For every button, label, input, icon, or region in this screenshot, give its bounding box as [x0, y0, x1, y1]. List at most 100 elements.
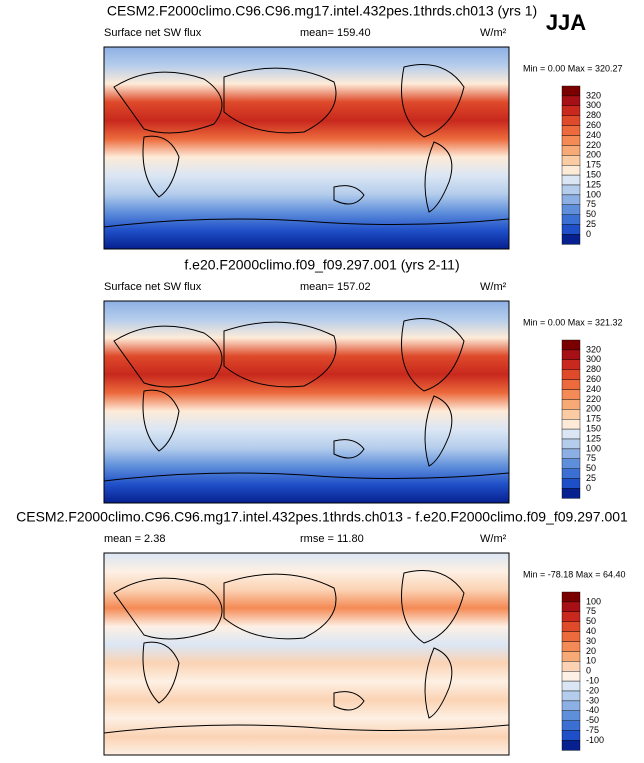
colorbar-label: 30 — [586, 636, 596, 646]
coastline — [333, 439, 365, 459]
colorbar-box — [561, 468, 581, 479]
colorbar-box — [561, 164, 581, 176]
colorbar-label: 0 — [586, 229, 591, 239]
coastline — [223, 573, 337, 640]
colorbar-label: 260 — [586, 374, 601, 384]
colorbar-box — [561, 680, 581, 692]
colorbar-box — [561, 488, 581, 499]
colorbar-box — [561, 339, 581, 351]
colorbar-box — [561, 631, 581, 642]
panel-label: rmse = 11.80 — [300, 533, 364, 545]
colorbar-label: 40 — [586, 626, 596, 636]
colorbar-box — [561, 105, 581, 116]
colorbar-box — [561, 85, 581, 97]
colorbar-label: 100 — [586, 189, 601, 199]
coastline — [142, 641, 180, 704]
colorbar-box — [561, 438, 581, 450]
colorbar-label: 150 — [586, 423, 601, 433]
colorbar-label: 125 — [586, 179, 601, 189]
colorbar-box — [561, 478, 581, 489]
min-max: Min = 0.00 Max = 320.27 — [523, 63, 623, 73]
coastline — [424, 395, 453, 467]
colorbar-label: -20 — [586, 685, 599, 695]
colorbar-label: 220 — [586, 140, 601, 150]
colorbar-box — [561, 591, 581, 603]
panel-label: mean= 157.02 — [300, 281, 371, 293]
map-frame — [103, 46, 510, 250]
colorbar-box — [561, 204, 581, 215]
colorbar-label: 300 — [586, 100, 601, 110]
colorbar-box — [561, 399, 581, 410]
colorbar-box — [561, 671, 581, 682]
coastline — [424, 141, 453, 213]
colorbar-label: 125 — [586, 433, 601, 443]
colorbar-box — [561, 651, 581, 662]
colorbar-box — [561, 224, 581, 235]
colorbar-label: 240 — [586, 130, 601, 140]
colorbar-box — [561, 458, 581, 469]
colorbar-box — [561, 611, 581, 622]
colorbar-label: -30 — [586, 695, 599, 705]
colorbar-label: 100 — [586, 443, 601, 453]
colorbar-box — [561, 448, 581, 459]
colorbar-box — [561, 349, 581, 360]
colorbar-label: -40 — [586, 705, 599, 715]
colorbar-label: 150 — [586, 169, 601, 179]
colorbar-box — [561, 720, 581, 731]
colorbar-label: -50 — [586, 715, 599, 725]
panel-label: Surface net SW flux — [104, 27, 202, 39]
colorbar-box — [561, 389, 581, 400]
colorbar-label: -100 — [586, 735, 604, 745]
colorbar-label: 25 — [586, 219, 596, 229]
min-max: Min = -78.18 Max = 64.40 — [523, 569, 626, 579]
colorbar-box — [561, 419, 581, 430]
min-max: Min = 0.00 Max = 321.32 — [523, 317, 623, 327]
colorbar-box — [561, 234, 581, 245]
colorbar-label: 10 — [586, 656, 596, 666]
colorbar-box — [561, 379, 581, 390]
colorbar-box — [561, 174, 581, 186]
colorbar-label: 75 — [586, 453, 596, 463]
units: W/m² — [480, 281, 507, 293]
colorbar-label: 280 — [586, 110, 601, 120]
units: W/m² — [480, 27, 507, 39]
colorbar-label: 0 — [586, 483, 591, 493]
colorbar-label: 50 — [586, 616, 596, 626]
colorbar-box — [561, 409, 581, 420]
colorbar-label: 100 — [586, 596, 601, 606]
colorbar-box — [561, 641, 581, 652]
coastline — [113, 325, 223, 388]
colorbar-label: 240 — [586, 384, 601, 394]
coastline — [113, 577, 223, 640]
colorbar-label: 75 — [586, 606, 596, 616]
colorbar-box — [561, 700, 581, 712]
coastline — [103, 472, 510, 482]
colorbar-box — [561, 145, 581, 156]
map-field — [104, 301, 509, 503]
coastline — [401, 570, 465, 644]
colorbar-label: 320 — [586, 344, 601, 354]
colorbar-box — [561, 730, 581, 741]
colorbar-box — [561, 115, 581, 126]
panel-label: mean = 2.38 — [104, 533, 165, 545]
coastline — [401, 318, 465, 392]
colorbar-box — [561, 184, 581, 196]
colorbar-label: 0 — [586, 666, 591, 676]
colorbar-label: 75 — [586, 199, 596, 209]
colorbar-box — [561, 690, 581, 702]
colorbar-box — [561, 214, 581, 225]
colorbar-label: 175 — [586, 414, 601, 424]
colorbar-label: 50 — [586, 463, 596, 473]
panel-title: CESM2.F2000climo.C96.C96.mg17.intel.432p… — [107, 3, 537, 19]
coastline — [103, 724, 510, 734]
colorbar-label: -75 — [586, 725, 599, 735]
coastline — [223, 67, 337, 134]
coastline — [333, 691, 365, 711]
colorbar-label: -10 — [586, 675, 599, 685]
colorbar-label: 200 — [586, 150, 601, 160]
colorbar-box — [561, 369, 581, 380]
colorbar-box — [561, 740, 581, 751]
colorbar-box — [561, 359, 581, 370]
